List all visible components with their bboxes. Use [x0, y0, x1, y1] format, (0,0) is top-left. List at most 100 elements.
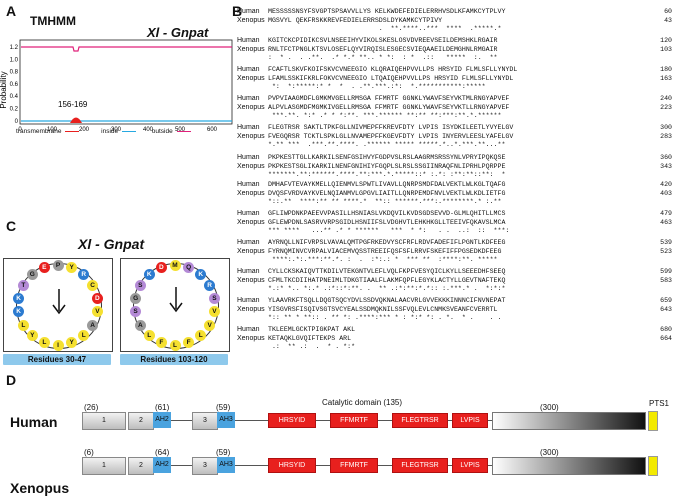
region-box-1: 1 [82, 457, 126, 475]
wheel-residue: L [38, 337, 50, 349]
wheel-residue: I [52, 339, 64, 351]
alignment-species-xenopus: Xenopus [237, 190, 265, 197]
motif-box: FLEGTRSR [392, 458, 448, 473]
alignment-pos-human: 60 [664, 8, 672, 15]
wheel-residue: K [13, 306, 25, 318]
wheel-1-label: Residues 30-47 [3, 354, 111, 365]
wheel-residue: K [13, 292, 25, 304]
panel-a-letter: A [6, 3, 17, 19]
alignment-pos-human: 120 [660, 37, 672, 44]
wheel-residue: D [91, 292, 103, 304]
wheel-residue: S [130, 306, 142, 318]
alignment-species-xenopus: Xenopus [237, 17, 265, 24]
pts1-box [648, 411, 658, 431]
alignment-seq-xenopus: GFLEWPDNLSASRVVRPSGIDLHSNIIFSLVDGHVTLEHK… [268, 219, 506, 226]
alignment-pos-xenopus: 523 [660, 248, 672, 255]
wheel-residue: A [134, 319, 146, 331]
alignment-pos-human: 420 [660, 181, 672, 188]
wheel-residue: F [183, 337, 195, 349]
legend-outside: outside [151, 128, 173, 135]
y-axis-label: Probability [0, 71, 8, 108]
wheel-1-arrow-icon [52, 289, 66, 315]
alignment-conservation: *: *:*****:* * * . .**.***.:*: *.*******… [268, 83, 490, 90]
wheel-residue: F [155, 337, 167, 349]
wheel-residue: R [78, 268, 90, 280]
alignment-pos-human: 360 [660, 154, 672, 161]
alignment-conservation: *******.**:******.****.**:***.*.*****::*… [268, 171, 506, 178]
legend-outside-swatch [176, 130, 191, 132]
alignment-species-xenopus: Xenopus [237, 306, 265, 313]
alignment-species-human: Human [237, 326, 260, 333]
region-count: (26) [84, 403, 99, 412]
wheel-residue: L [17, 319, 29, 331]
motif-box: LVPIS [452, 458, 488, 473]
alignment-species-human: Human [237, 95, 260, 102]
wheel-residue: Y [26, 330, 38, 342]
alignment-pos-xenopus: 43 [664, 17, 672, 24]
alignment-pos-xenopus: 223 [660, 104, 672, 111]
alignment-species-human: Human [237, 8, 260, 15]
pts1-label: PTS1 [649, 399, 670, 408]
region-box-2: 2 [128, 412, 154, 430]
alignment-species-xenopus: Xenopus [237, 335, 265, 342]
legend: transmembrane inside outside [16, 128, 191, 135]
alignment-conservation: *.:* *.. *:.* .:*::*:**. . ** .:*:**:*.*… [268, 285, 506, 292]
alignment-species-human: Human [237, 210, 260, 217]
wheel-residue: Q [183, 261, 195, 273]
alignment-seq-human: TKLEEMLGCKTPIGKPAT AKL [268, 326, 356, 333]
alignment-seq-xenopus: LFAMLSSKIFKRLFOKVCVNEEGIO LTQAIQEHPVVLLP… [268, 75, 514, 82]
wheel-residue: S [134, 279, 146, 291]
alignment-pos-xenopus: 664 [660, 335, 672, 342]
y-tick-label: 0.6 [10, 82, 19, 88]
alignment-pos-xenopus: 463 [660, 219, 672, 226]
wheel-residue: K [143, 268, 155, 280]
tm-annotation: 156-169 [58, 100, 88, 109]
alignment-seq-human: PVPVIAAGMDFLGMKMVGELLRMSGA FFMRTF GGNKLY… [268, 95, 510, 102]
alignment-conservation: *::.** ****:** ** ****.* **:: ******.***… [268, 198, 502, 205]
wheel-2-arrow-icon [169, 287, 183, 313]
plot-frame [19, 39, 233, 125]
motif-box: FLEGTRSR [392, 413, 448, 428]
wheel-residue: D [155, 261, 167, 273]
alignment-pos-human: 659 [660, 297, 672, 304]
wheel-residue: R [204, 279, 216, 291]
x-axis-ticks: 0 100 200 300 400 500 600 [18, 127, 217, 133]
alignment-seq-human: DMHAFVTEVAYKMELLQIENMVLSPWTLIVAVLLQNRPSM… [268, 181, 506, 188]
alignment-seq-xenopus: ALPVLASGMDFMGMKIVGELLRMSGA FFMRTF GGNKLY… [268, 104, 510, 111]
tmhmm-subtitle: Xl - Gnpat [147, 25, 209, 40]
alignment-seq-human: AYRNQLLNIFVRPSLVAVALQMTPGFRKEDVYSCFRFLRD… [268, 239, 506, 246]
outside-line [21, 46, 232, 52]
wheel-residue: T [17, 279, 29, 291]
region-count: (300) [540, 448, 559, 457]
panel-d-letter: D [6, 372, 17, 388]
legend-inside-swatch [121, 130, 136, 132]
alignment-species-human: Human [237, 66, 260, 73]
wheel-title: Xl - Gnpat [78, 236, 145, 252]
alignment-seq-human: GFLIWPDNKPAEEVVPASILLHSNIASLVKDQVILKVDSG… [268, 210, 506, 217]
wheel-residue: A [87, 319, 99, 331]
alignment-conservation: .: ** .: . * . *:* [268, 343, 356, 350]
alignment-seq-human: MESSSSSNSYFSVGPTSPSAVVLLYS KELKWDEFEDIEL… [268, 8, 506, 15]
alignment-species-human: Human [237, 154, 260, 161]
region-count: (300) [540, 403, 559, 412]
alignment-pos-human: 479 [660, 210, 672, 217]
alignment-species-xenopus: Xenopus [237, 219, 265, 226]
alignment-species-human: Human [237, 268, 260, 275]
alignment-pos-human: 240 [660, 95, 672, 102]
alignment-species-xenopus: Xenopus [237, 277, 265, 284]
wheel-2-label: Residues 103-120 [120, 354, 228, 365]
ah2-box: AH2 [153, 412, 171, 428]
wheel-residue: E [38, 261, 50, 273]
alignment-seq-human: KGITCKCPIDIKCSVLNSEEIHYVIKOLSKESLOSVDVRE… [268, 37, 498, 44]
alignment-seq-xenopus: PKPKESTSGLIKARKILNENFGNIHIYFGQPLSLRSLSSG… [268, 163, 506, 170]
catalytic-domain-label: Catalytic domain (135) [322, 398, 403, 407]
alignment-species-human: Human [237, 124, 260, 131]
wheel-residue: V [204, 319, 216, 331]
alignment-pos-human: 599 [660, 268, 672, 275]
region-box-1: 1 [82, 412, 126, 430]
alignment-conservation: *:: ** * **:: . ** *: .****:*** * : *:* … [268, 314, 502, 321]
y-axis-ticks: 1.2 1.0 0.8 0.6 0.4 0.2 0 [10, 45, 19, 125]
wheel-residue: L [143, 330, 155, 342]
c-terminal-gradient [492, 457, 646, 475]
